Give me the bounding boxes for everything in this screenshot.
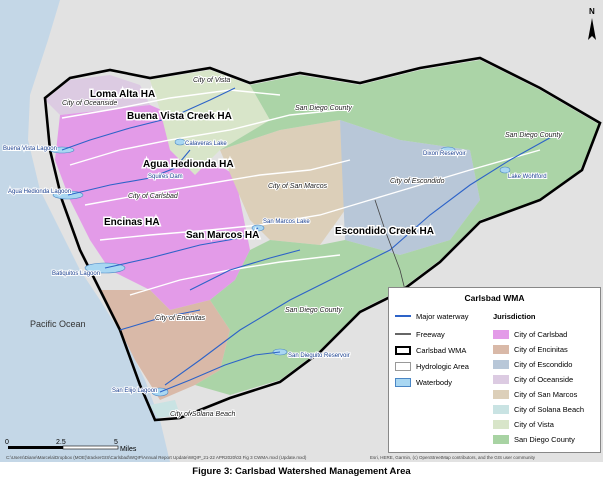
city-label-encinitas: City of Encinitas bbox=[155, 315, 206, 322]
ha-label-agua-hedionda: Agua Hedionda HA bbox=[143, 159, 234, 170]
carlsbad-wma-boundary bbox=[43, 56, 602, 422]
legend-row-county: San Diego County bbox=[493, 433, 575, 445]
legend-label-wma: Carlsbad WMA bbox=[416, 345, 467, 355]
legend-row-solana-beach: City of Solana Beach bbox=[493, 403, 584, 415]
label-san-dieguito-reservoir: San Dieguito Reservoir bbox=[288, 353, 350, 359]
legend-label-escondido: City of Escondido bbox=[514, 359, 573, 369]
encinitas-swatch bbox=[493, 344, 509, 354]
legend-label-oceanside: City of Oceanside bbox=[514, 374, 574, 384]
map-canvas[interactable]: Loma Alta HA Buena Vista Creek HA Agua H… bbox=[0, 0, 603, 462]
calaveras-lake bbox=[174, 138, 186, 146]
legend-row-oceanside: City of Oceanside bbox=[493, 373, 573, 385]
legend-label-waterbody: Waterbody bbox=[416, 377, 452, 387]
ocean-area bbox=[0, 0, 170, 462]
waterbody-swatch bbox=[395, 377, 411, 387]
scale-tick-0: 0 bbox=[5, 439, 9, 446]
legend-label-solana-beach: City of Solana Beach bbox=[514, 404, 585, 414]
hydrologic-area-swatch bbox=[395, 361, 411, 371]
legend-row-encinitas: City of Encinitas bbox=[493, 343, 568, 355]
escondido-swatch bbox=[493, 359, 509, 369]
label-lake-wohlford: Lake Wohlford bbox=[508, 174, 547, 180]
label-agua-hedionda-lagoon: Agua Hedionda Lagoon bbox=[8, 189, 71, 195]
label-batiquitos-lagoon: Batiquitos Lagoon bbox=[52, 271, 100, 277]
ha-label-encinas: Encinas HA bbox=[104, 217, 160, 228]
city-label-county-south: San Diego County bbox=[285, 307, 342, 314]
city-label-oceanside: City of Oceanside bbox=[62, 100, 117, 107]
legend-title: Carlsbad WMA bbox=[464, 293, 525, 303]
dixon-reservoir bbox=[440, 146, 456, 154]
vista-swatch bbox=[493, 419, 509, 429]
ha-label-san-marcos: San Marcos HA bbox=[186, 230, 259, 241]
label-dixon-reservoir: Dixon Reservoir bbox=[423, 151, 466, 157]
solana-beach-swatch bbox=[493, 404, 509, 414]
city-label-county-east: San Diego County bbox=[505, 132, 562, 139]
scale-tick-2-5: 2.5 bbox=[56, 439, 66, 446]
legend-row-wma: Carlsbad WMA bbox=[395, 344, 466, 356]
legend-row-waterbody: Waterbody bbox=[395, 376, 452, 388]
svg-text:N: N bbox=[589, 7, 595, 16]
solana-beach-area bbox=[150, 400, 180, 418]
waterway-swatch bbox=[395, 315, 411, 317]
ocean-label: Pacific Ocean bbox=[30, 319, 86, 329]
hydrologic-area-lines bbox=[61, 89, 541, 296]
legend-label-vista: City of Vista bbox=[514, 419, 554, 429]
legend-row-freeway: Freeway bbox=[395, 328, 445, 340]
label-calaveras-lake: Calaveras Lake bbox=[185, 141, 227, 147]
legend-row-escondido: City of Escondido bbox=[493, 358, 572, 370]
scale-unit: Miles bbox=[120, 446, 137, 453]
map-legend: Carlsbad WMA Major waterway Freeway Carl… bbox=[388, 287, 601, 453]
label-san-elijo-lagoon: San Elijo Lagoon bbox=[112, 388, 157, 394]
legend-label-encinitas: City of Encinitas bbox=[514, 344, 568, 354]
city-label-escondido: City of Escondido bbox=[390, 178, 445, 185]
scale-bar: 0 2.5 5 Miles bbox=[5, 439, 137, 453]
city-label-san-marcos: City of San Marcos bbox=[268, 183, 328, 190]
wma-swatch bbox=[395, 345, 411, 355]
file-path-text: C:\Users\Diane\Marcela\Dropbox (MOE)\tra… bbox=[6, 455, 307, 460]
legend-label-county: San Diego County bbox=[514, 434, 575, 444]
freeway-swatch bbox=[395, 333, 411, 335]
label-san-marcos-lake: San Marcos Lake bbox=[263, 219, 310, 225]
legend-label-carlsbad: City of Carlsbad bbox=[514, 329, 568, 339]
oceanside-area bbox=[45, 75, 150, 115]
city-label-county-north: San Diego County bbox=[295, 105, 352, 112]
label-buena-vista-lagoon: Buena Vista Lagoon bbox=[3, 146, 57, 152]
legend-row-hydrologic-area: Hydrologic Area bbox=[395, 360, 469, 372]
north-arrow-icon: N bbox=[588, 7, 596, 40]
scale-tick-5: 5 bbox=[114, 439, 118, 446]
legend-label-freeway: Freeway bbox=[416, 329, 445, 339]
legend-label-major-waterway: Major waterway bbox=[416, 311, 469, 321]
legend-row-major-waterway: Major waterway bbox=[395, 310, 469, 322]
major-waterways bbox=[61, 87, 556, 393]
legend-row-san-marcos: City of San Marcos bbox=[493, 388, 577, 400]
city-label-vista: City of Vista bbox=[193, 77, 230, 84]
legend-label-hydrologic-area: Hydrologic Area bbox=[416, 361, 469, 371]
san-marcos-swatch bbox=[493, 389, 509, 399]
legend-row-vista: City of Vista bbox=[493, 418, 554, 430]
san-diego-county-area bbox=[195, 60, 600, 395]
legend-row-carlsbad: City of Carlsbad bbox=[493, 328, 567, 340]
ha-label-loma-alta: Loma Alta HA bbox=[90, 89, 155, 100]
county-swatch bbox=[493, 434, 509, 444]
city-label-carlsbad: City of Carlsbad bbox=[128, 193, 179, 200]
encinitas-area bbox=[100, 290, 230, 400]
legend-jurisdiction-title: Jurisdiction bbox=[493, 311, 536, 321]
ha-label-escondido-creek: Escondido Creek HA bbox=[335, 226, 434, 237]
label-squires-dam: Squires Dam bbox=[148, 174, 183, 180]
attribution-text: Esri, HERE, Garmin, (c) OpenStreetMap co… bbox=[370, 455, 536, 460]
figure-caption: Figure 3: Carlsbad Watershed Management … bbox=[192, 466, 411, 477]
oceanside-swatch bbox=[493, 374, 509, 384]
san-marcos-area bbox=[220, 120, 345, 245]
ha-label-buena-vista: Buena Vista Creek HA bbox=[127, 111, 232, 122]
carlsbad-swatch bbox=[493, 329, 509, 339]
city-label-solana-beach: City of Solana Beach bbox=[170, 411, 235, 418]
legend-label-san-marcos: City of San Marcos bbox=[514, 389, 578, 399]
lake-wohlford bbox=[499, 166, 511, 174]
